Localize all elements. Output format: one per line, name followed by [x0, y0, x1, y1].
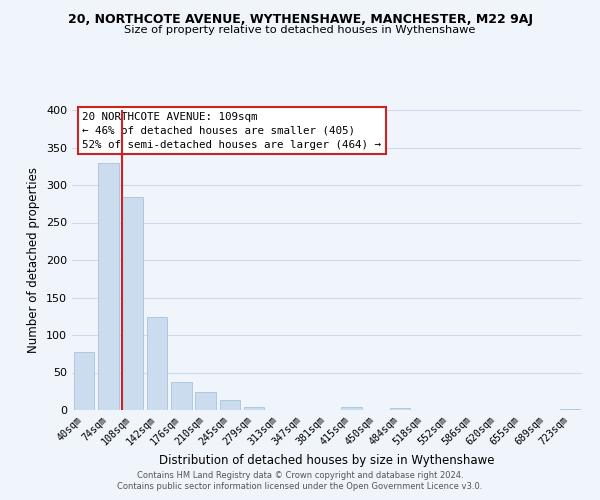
Bar	[146, 317, 167, 410]
Y-axis label: Number of detached properties: Number of detached properties	[28, 167, 40, 353]
Bar	[341, 407, 362, 410]
Bar	[122, 197, 143, 410]
Bar	[244, 407, 265, 410]
Bar	[389, 408, 410, 410]
X-axis label: Distribution of detached houses by size in Wythenshawe: Distribution of detached houses by size …	[159, 454, 495, 468]
Bar	[98, 162, 119, 410]
Bar	[220, 400, 240, 410]
Bar	[195, 392, 216, 410]
Text: 20, NORTHCOTE AVENUE, WYTHENSHAWE, MANCHESTER, M22 9AJ: 20, NORTHCOTE AVENUE, WYTHENSHAWE, MANCH…	[67, 12, 533, 26]
Text: Contains public sector information licensed under the Open Government Licence v3: Contains public sector information licen…	[118, 482, 482, 491]
Text: 20 NORTHCOTE AVENUE: 109sqm
← 46% of detached houses are smaller (405)
52% of se: 20 NORTHCOTE AVENUE: 109sqm ← 46% of det…	[82, 112, 381, 150]
Text: Size of property relative to detached houses in Wythenshawe: Size of property relative to detached ho…	[124, 25, 476, 35]
Bar	[560, 408, 580, 410]
Bar	[171, 382, 191, 410]
Bar	[74, 352, 94, 410]
Text: Contains HM Land Registry data © Crown copyright and database right 2024.: Contains HM Land Registry data © Crown c…	[137, 471, 463, 480]
